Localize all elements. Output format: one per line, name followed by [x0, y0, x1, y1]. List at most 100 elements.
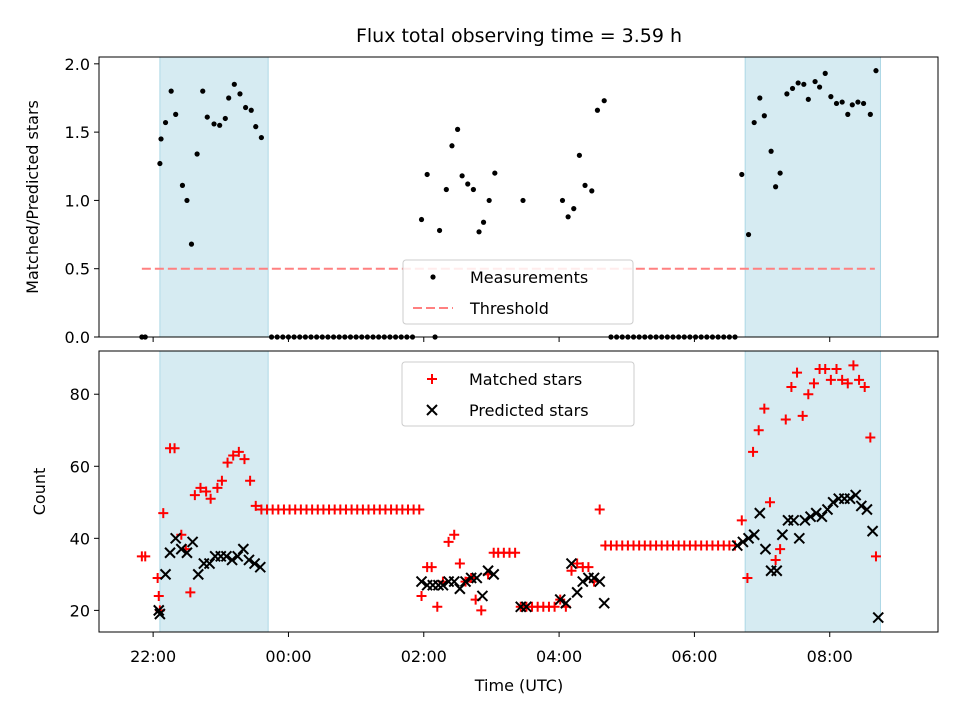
data-point: [801, 81, 807, 87]
legend: Measurements Threshold: [402, 259, 634, 325]
y-tick-label: 60: [70, 457, 90, 476]
data-point: [226, 554, 238, 566]
data-point: [476, 605, 487, 616]
data-point: [243, 554, 255, 566]
data-point: [859, 382, 870, 393]
data-point: [416, 590, 427, 601]
data-point: [222, 457, 233, 468]
axes-frame: [98, 56, 939, 338]
data-point: [598, 597, 610, 609]
data-point: [582, 182, 588, 188]
data-point: [470, 186, 476, 193]
data-point: [510, 547, 521, 558]
data-point: [179, 182, 186, 188]
data-point: [476, 229, 482, 235]
data-point: [184, 197, 190, 204]
data-point: [842, 378, 853, 389]
data-point: [217, 122, 223, 128]
data-point: [773, 184, 779, 190]
data-point: [742, 572, 753, 583]
data-point: [231, 81, 237, 87]
data-point: [867, 111, 873, 117]
x-tick-label: 08:00: [807, 647, 853, 666]
data-point: [855, 99, 861, 105]
data-point: [258, 134, 264, 141]
data-point: [226, 95, 232, 101]
data-point: [742, 532, 755, 545]
y-axis-label: Matched/Predicted stars: [23, 100, 42, 294]
data-point: [559, 197, 566, 204]
data-point: [845, 111, 851, 117]
data-point: [250, 500, 261, 511]
data-point: [554, 593, 566, 606]
data-point: [437, 579, 449, 591]
data-point: [188, 241, 195, 247]
data-point: [153, 590, 164, 601]
data-point: [771, 565, 783, 577]
x-tick-label: 00:00: [265, 647, 311, 666]
data-point: [560, 597, 572, 609]
data-point: [415, 575, 428, 588]
data-point: [200, 88, 206, 94]
data-point: [482, 565, 494, 577]
data-point: [833, 100, 840, 107]
y-tick-label: 40: [70, 529, 90, 548]
data-point: [821, 503, 834, 516]
data-point: [169, 443, 180, 454]
data-point: [839, 99, 845, 105]
data-point: [195, 482, 206, 493]
data-point: [181, 547, 193, 559]
data-point: [204, 114, 210, 120]
x-tick-label: 02:00: [401, 647, 447, 666]
data-point: [827, 496, 839, 509]
axes-frame: [98, 350, 939, 633]
data-point: [201, 486, 212, 497]
data-point: [761, 113, 767, 119]
data-point: [566, 565, 577, 576]
data-point: [865, 432, 876, 443]
data-point: [805, 96, 811, 102]
data-point: [872, 611, 884, 624]
data-point: [449, 529, 460, 540]
data-point: [476, 590, 489, 602]
data-point: [153, 604, 165, 617]
data-point: [154, 608, 166, 620]
data-point: [237, 543, 250, 555]
data-point: [432, 579, 445, 591]
data-point: [203, 557, 216, 570]
legend-label: Measurements: [470, 268, 588, 287]
data-point: [594, 107, 601, 113]
data-point: [571, 206, 577, 212]
data-point: [253, 124, 259, 130]
data-point: [849, 102, 855, 108]
data-point: [799, 514, 811, 527]
data-point: [572, 558, 583, 569]
shaded-region-0: [159, 56, 269, 338]
data-point: [810, 507, 822, 519]
data-point: [242, 104, 249, 111]
data-point: [797, 410, 808, 421]
data-point: [248, 557, 261, 570]
data-point: [216, 475, 227, 486]
y-tick-label: 80: [70, 385, 90, 404]
y-tick-label: 0.0: [65, 328, 90, 347]
series-matched-stars: [136, 360, 881, 616]
y-axis-label: Count: [30, 468, 49, 516]
data-point: [753, 425, 764, 436]
series-predicted-stars: [153, 489, 884, 624]
legend-key-plus: [427, 374, 437, 384]
data-point: [228, 450, 239, 461]
data-point: [780, 414, 791, 425]
data-point: [861, 503, 873, 516]
data-point: [233, 446, 244, 457]
data-point: [222, 115, 228, 122]
data-point: [168, 88, 174, 94]
data-point: [777, 170, 783, 176]
data-point: [520, 601, 533, 613]
data-point: [784, 91, 790, 97]
data-point: [418, 216, 425, 223]
data-point: [588, 572, 600, 584]
data-point: [736, 515, 747, 526]
data-point: [173, 111, 179, 117]
data-point: [186, 536, 199, 548]
